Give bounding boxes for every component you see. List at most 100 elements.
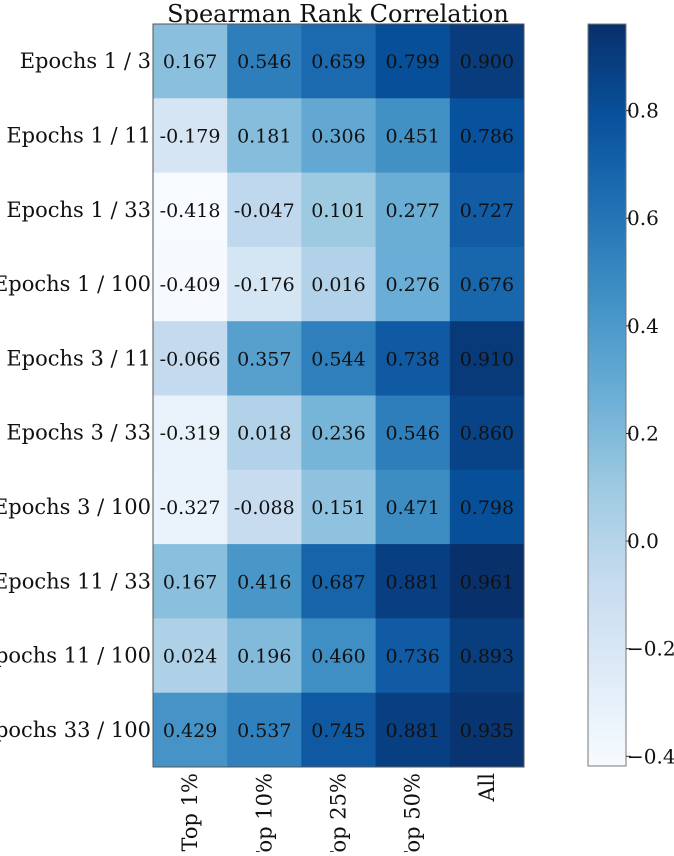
heatmap-cell-r9-c2 (301, 692, 377, 768)
cell-value-label: 0.893 (460, 646, 514, 668)
cell-value-label: 0.881 (385, 720, 439, 742)
cell-value-label: -0.176 (234, 274, 295, 296)
cell-value-label: 0.727 (460, 200, 514, 222)
cell-value-label: 0.900 (460, 51, 514, 73)
cell-value-label: -0.418 (160, 200, 221, 222)
heatmap-cell-r2-c3 (375, 172, 451, 248)
heatmap-cell-r1-c0 (153, 98, 228, 174)
cell-value-label: 0.546 (237, 51, 291, 73)
heatmap-cell-r4-c2 (301, 321, 377, 396)
cell-value-label: 0.181 (237, 125, 291, 147)
row-label: Epochs 1 / 100 (0, 272, 151, 296)
row-label: Epochs 1 / 3 (20, 49, 151, 73)
heatmap-cell-r2-c1 (227, 172, 302, 248)
cell-value-label: -0.179 (160, 125, 221, 147)
colorbar-gradient (587, 23, 627, 767)
cell-value-label: 0.910 (460, 348, 514, 370)
cell-value-label: 0.659 (311, 51, 365, 73)
cell-value-label: 0.460 (311, 646, 365, 668)
heatmap-cell-r2-c4 (449, 172, 525, 248)
row-label: Epochs 1 / 11 (6, 123, 151, 147)
cell-value-label: 0.537 (237, 720, 291, 742)
heatmap-cell-r9-c1 (227, 692, 302, 768)
row-label: Epochs 11 / 100 (0, 644, 151, 668)
heatmap-cell-r9-c3 (375, 692, 451, 768)
heatmap-cell-r8-c4 (449, 618, 525, 694)
cell-value-label: 0.471 (385, 497, 439, 519)
heatmap-cell-r0-c4 (449, 24, 525, 99)
heatmap-cell-r1-c4 (449, 98, 525, 174)
colorbar-tick-label: 0.0 (627, 529, 659, 553)
heatmap-cell-r4-c4 (449, 321, 525, 396)
column-label: All (475, 773, 499, 803)
cell-value-label: 0.016 (311, 274, 365, 296)
heatmap-cell-r0-c3 (375, 24, 451, 99)
heatmap-cell-r5-c1 (227, 395, 302, 471)
heatmap-cell-r2-c2 (301, 172, 377, 248)
row-label: Epochs 1 / 33 (6, 198, 151, 222)
chart-title: Spearman Rank Correlation (167, 0, 509, 28)
row-label: Epochs 3 / 100 (0, 495, 151, 519)
heatmap-cell-r7-c2 (301, 544, 377, 619)
cell-value-label: -0.409 (160, 274, 221, 296)
cell-value-label: 0.799 (385, 51, 439, 73)
heatmap-cell-r9-c4 (449, 692, 525, 768)
heatmap-cell-r4-c3 (375, 321, 451, 396)
heatmap-cell-r7-c1 (227, 544, 302, 619)
heatmap-cell-r8-c3 (375, 618, 451, 694)
cell-value-label: -0.066 (160, 348, 221, 370)
colorbar-tick-label: −0.2 (627, 637, 674, 661)
heatmap-cell-r6-c3 (375, 469, 451, 545)
heatmap-cell-r8-c1 (227, 618, 302, 694)
cell-value-label: 0.745 (311, 720, 365, 742)
column-labels: Top 1% Top 10% Top 25% Top 50% All (178, 773, 499, 856)
heatmap-cell-r3-c1 (227, 246, 302, 322)
cell-value-label: 0.736 (385, 646, 439, 668)
cell-value-label: 0.451 (385, 125, 439, 147)
cell-value-label: 0.881 (385, 571, 439, 593)
heatmap-cell-r5-c0 (153, 395, 228, 471)
heatmap-cell-r3-c4 (449, 246, 525, 322)
column-label: Top 50% (401, 773, 425, 852)
cell-value-label: 0.798 (460, 497, 514, 519)
column-label: Top 10% (252, 773, 276, 852)
heatmap-cell-r6-c4 (449, 469, 525, 545)
cell-value-label: 0.167 (163, 51, 217, 73)
colorbar: −0.4 −0.2 0.0 0.2 0.4 0.6 0.8 (587, 23, 674, 768)
cell-value-label: -0.327 (160, 497, 221, 519)
heatmap-cell-r5-c2 (301, 395, 377, 471)
cell-value-label: 0.687 (311, 571, 365, 593)
cell-value-label: -0.319 (160, 423, 221, 445)
heatmap-cell-r1-c1 (227, 98, 302, 174)
heatmap-cell-labels: 0.167 0.546 0.659 0.799 0.900 -0.179 0.181 0.30… (160, 51, 514, 742)
cell-value-label: 0.101 (311, 200, 365, 222)
cell-value-label: -0.088 (234, 497, 295, 519)
heatmap-frame (152, 23, 525, 768)
cell-value-label: 0.786 (460, 125, 514, 147)
heatmap-cell-r7-c3 (375, 544, 451, 619)
column-label: Top 1% (178, 773, 202, 851)
heatmap-cell-r3-c3 (375, 246, 451, 322)
heatmap-cell-r2-c0 (153, 172, 228, 248)
row-label: Epochs 11 / 33 (0, 569, 151, 593)
heatmap-cell-r7-c0 (153, 544, 228, 619)
row-label: Epochs 3 / 11 (6, 346, 151, 370)
cell-value-label: 0.676 (460, 274, 514, 296)
cell-value-label: 0.546 (385, 423, 439, 445)
heatmap-cell-r5-c3 (375, 395, 451, 471)
cell-value-label: 0.196 (237, 646, 291, 668)
colorbar-tick-label: 0.2 (627, 421, 659, 445)
heatmap-cell-r8-c2 (301, 618, 377, 694)
heatmap-cell-r7-c4 (449, 544, 525, 619)
cell-value-label: 0.018 (237, 423, 291, 445)
cell-value-label: 0.860 (460, 423, 514, 445)
heatmap-cell-r9-c0 (153, 692, 228, 768)
heatmap-cells (153, 24, 525, 768)
cell-value-label: -0.047 (234, 200, 295, 222)
heatmap-cell-r8-c0 (153, 618, 228, 694)
cell-value-label: 0.276 (385, 274, 439, 296)
column-label: Top 25% (327, 773, 351, 852)
heatmap-cell-r5-c4 (449, 395, 525, 471)
